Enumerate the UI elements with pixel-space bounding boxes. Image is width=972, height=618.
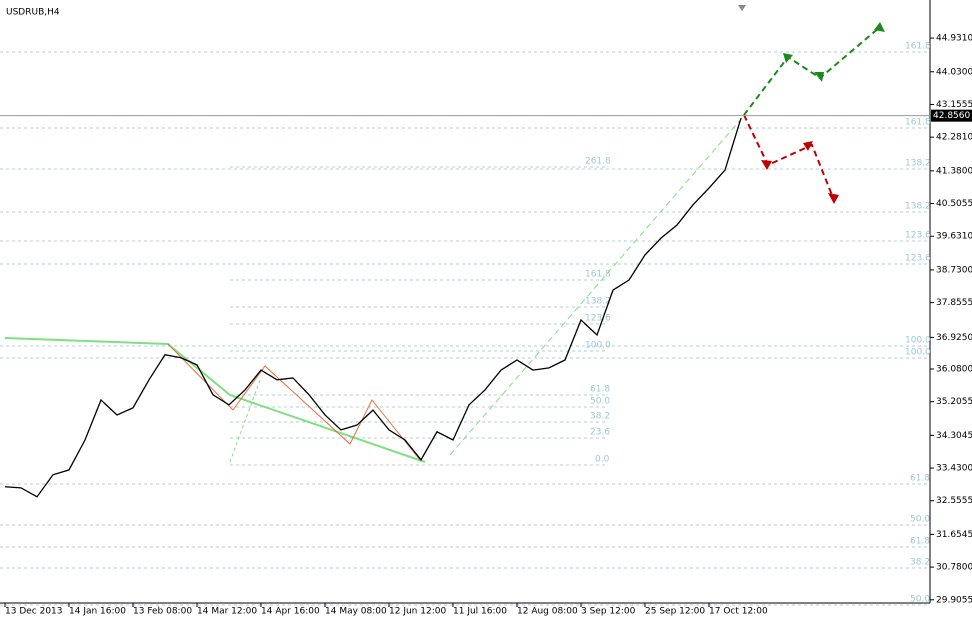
fib-label: 100.0: [905, 336, 931, 346]
layout: 161.8 161.8 138.2 138.2 123.6 123.6 100.0 100.0…: [0, 42, 931, 606]
y-tick-label: 41.3800: [936, 166, 972, 176]
y-tick-label: 30.7800: [936, 563, 972, 573]
fib-label: 50.0: [910, 515, 930, 525]
fib-label: 123.6: [905, 231, 931, 241]
price-line: [4, 117, 742, 498]
fib-label: 38.2: [910, 558, 930, 568]
fib-label: 61.8: [590, 385, 610, 395]
arrow-head: [814, 72, 824, 82]
fib-label: 161.8: [905, 118, 931, 128]
fib-label: 100.0: [585, 341, 611, 351]
current-price-label: 42.8560: [933, 111, 970, 121]
fib-label: 161.8: [905, 42, 931, 52]
y-tick-label: 44.9310: [936, 34, 972, 44]
y-tick-label: 38.7300: [936, 265, 972, 275]
x-tick-label: 13 Feb 08:00: [133, 607, 192, 617]
fib-label: 138.2: [585, 297, 611, 307]
fib-label: 61.8: [910, 474, 930, 484]
current-price-box: [931, 109, 972, 122]
channel: [449, 117, 743, 456]
arrow-head: [828, 193, 839, 204]
y-tick-label: 31.6545: [936, 530, 972, 540]
shift-marker: [738, 5, 746, 11]
x-tick-label: 14 Jan 16:00: [69, 607, 126, 617]
zigzag-orange: [167, 343, 421, 461]
fib-label: 38.2: [590, 412, 610, 422]
arrow-head: [783, 53, 793, 63]
fib-label: 138.2: [905, 159, 931, 169]
x-tick-label: 14 May 08:00: [325, 607, 387, 617]
x-tick-label: 17 Oct 12:00: [709, 607, 768, 617]
fib-label: 123.6: [585, 314, 611, 324]
fib-label: 61.8: [910, 537, 930, 547]
x-tick-label: 3 Sep 12:00: [581, 607, 636, 617]
y-tick-label: 36.9250: [936, 333, 972, 343]
fib-label: 138.2: [905, 202, 931, 212]
x-tick-label: 11 Jul 16:00: [453, 607, 507, 617]
y-tick-label: 40.5055: [936, 199, 972, 209]
fib-label: 261.8: [585, 157, 611, 167]
fib-label: 23.6: [590, 428, 610, 438]
y-tick-label: 43.1555: [936, 100, 972, 110]
x-tick-label: 12 Jun 12:00: [389, 607, 446, 617]
y-tick-label: 29.9055: [936, 595, 972, 605]
x-tick-label: 25 Sep 12:00: [645, 607, 705, 617]
arrow-head: [761, 160, 772, 170]
y-tick-label: 36.0800: [936, 364, 972, 374]
forecast-down: [743, 114, 835, 201]
y-tick-label: 39.6310: [936, 232, 972, 242]
y-tick-label: 32.5555: [936, 496, 972, 506]
y-tick-label: 35.2055: [936, 397, 972, 407]
y-tick-label: 34.3045: [936, 431, 972, 441]
y-tick-label: 33.4300: [936, 464, 972, 474]
y-tick-label: 37.8555: [936, 298, 972, 308]
arrow-head: [803, 141, 813, 151]
fib-label: 123.6: [905, 254, 931, 264]
x-tick-label: 14 Apr 16:00: [261, 607, 320, 617]
fib-label: 161.8: [585, 270, 611, 280]
x-tick-label: 13 Dec 2013: [5, 607, 63, 617]
fib-label: 0.0: [595, 455, 610, 465]
forecast-up: [743, 26, 881, 116]
fib-label: 100.0: [905, 348, 931, 358]
x-tick-label: 12 Aug 08:00: [517, 607, 578, 617]
chart-title: USDRUB,H4: [6, 8, 60, 18]
fib-label: 50.0: [910, 595, 930, 605]
y-tick-label: 44.0300: [936, 67, 972, 77]
arrow-head: [874, 22, 885, 32]
y-tick-label: 42.2810: [936, 133, 972, 143]
x-tick-label: 14 Mar 12:00: [197, 607, 257, 617]
fib-label: 50.0: [590, 397, 610, 407]
channel: [229, 379, 261, 463]
